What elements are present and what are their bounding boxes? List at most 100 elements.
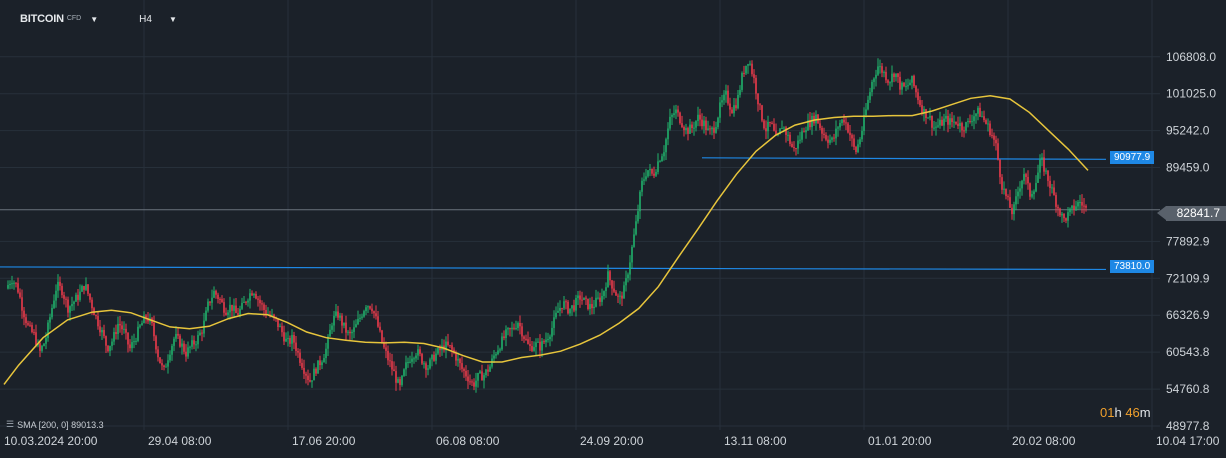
candle-body [1037, 172, 1039, 183]
x-tick-label: 10.03.2024 20:00 [4, 434, 98, 448]
candle-body [485, 369, 487, 376]
candle-body [731, 109, 733, 114]
candle-body [245, 301, 247, 303]
candle-body [349, 331, 351, 334]
y-tick-label: 72109.9 [1166, 271, 1210, 285]
x-tick-label: 17.06 20:00 [292, 434, 356, 448]
candle-body [579, 295, 581, 300]
candle-body [199, 332, 201, 336]
candle-body [197, 335, 199, 345]
candle-body [737, 94, 739, 109]
candle-body [643, 179, 645, 181]
candle-body [311, 380, 313, 382]
candle-body [309, 380, 311, 382]
candle-body [1007, 196, 1009, 198]
y-tick-label: 89459.0 [1166, 161, 1210, 175]
candle-body [207, 301, 209, 311]
candle-body [999, 159, 1001, 178]
candle-body [1069, 208, 1071, 213]
candle-body [985, 120, 987, 124]
candle-body [841, 119, 843, 124]
candle-body [133, 341, 135, 343]
candle-body [953, 121, 955, 123]
candle-body [175, 333, 177, 339]
candle-body [725, 90, 727, 95]
candle-body [881, 66, 883, 73]
candle-body [771, 122, 773, 124]
candle-body [1021, 180, 1023, 189]
candle-body [417, 349, 419, 356]
candle-body [379, 326, 381, 331]
candle-body [481, 371, 483, 381]
candle-body [783, 127, 785, 129]
candle-body [711, 127, 713, 130]
candle-body [943, 118, 945, 126]
sma-line [3, 95, 1089, 385]
candle-body [615, 291, 617, 296]
candle-body [895, 73, 897, 78]
candle-body [43, 343, 45, 347]
candle-body [1065, 218, 1067, 221]
candle-body [85, 284, 87, 290]
candle-body [91, 299, 93, 309]
candle-body [759, 104, 761, 106]
candle-body [177, 333, 179, 336]
candle-body [659, 161, 661, 163]
candle-body [671, 115, 673, 117]
candle-body [433, 354, 435, 361]
candle-body [913, 75, 915, 87]
candle-body [541, 341, 543, 351]
candle-body [1067, 212, 1069, 221]
candle-body [641, 180, 643, 192]
candle-body [397, 379, 399, 383]
y-tick-label: 95242.0 [1166, 124, 1210, 138]
candle-body [131, 342, 133, 349]
indicator-menu-icon[interactable]: ☰ [6, 419, 15, 429]
x-tick-label: 20.02 08:00 [1012, 434, 1076, 448]
candle-body [1017, 191, 1019, 197]
candle-body [989, 123, 991, 136]
candle-body [61, 285, 63, 296]
candle-body [513, 327, 515, 329]
candle-body [1035, 182, 1037, 192]
candle-body [425, 363, 427, 370]
candle-body [135, 340, 137, 342]
symbol-label[interactable]: BITCOIN [20, 13, 64, 25]
candle-body [461, 363, 463, 369]
candle-body [475, 380, 477, 387]
candle-body [301, 362, 303, 368]
candle-body [1047, 170, 1049, 181]
candle-body [901, 82, 903, 90]
candle-body [557, 310, 559, 313]
candle-body [503, 336, 505, 338]
lower-line-price-tag[interactable]: 73810.0 [1110, 260, 1155, 274]
candle-body [661, 156, 663, 162]
candle-body [391, 361, 393, 370]
candle-body [189, 346, 191, 348]
candle-body [1011, 207, 1013, 215]
candle-body [765, 128, 767, 132]
symbol-dropdown-caret-icon[interactable]: ▼ [90, 14, 99, 24]
candle-body [1051, 187, 1053, 189]
timeframe-dropdown-caret-icon[interactable]: ▼ [168, 14, 177, 24]
candle-body [741, 72, 743, 90]
candle-body [927, 117, 929, 119]
candle-body [33, 332, 35, 334]
candle-body [409, 361, 411, 363]
candle-body [97, 316, 99, 327]
candle-body [899, 76, 901, 90]
candle-body [159, 357, 161, 364]
upper-line-price-tag[interactable]: 90977.9 [1110, 150, 1155, 164]
candle-body [755, 77, 757, 94]
candle-body [399, 379, 401, 385]
indicator-legend[interactable]: ☰ SMA [200, 0] 89013.3 [6, 419, 104, 430]
candle-body [757, 93, 759, 105]
candle-body [191, 340, 193, 347]
candle-body [281, 326, 283, 333]
candle-body [815, 114, 817, 124]
candle-body [231, 304, 233, 311]
indicator-legend-text: SMA [200, 0] 89013.3 [17, 419, 104, 430]
candle-body [229, 304, 231, 313]
timeframe-label[interactable]: H4 [139, 13, 152, 25]
